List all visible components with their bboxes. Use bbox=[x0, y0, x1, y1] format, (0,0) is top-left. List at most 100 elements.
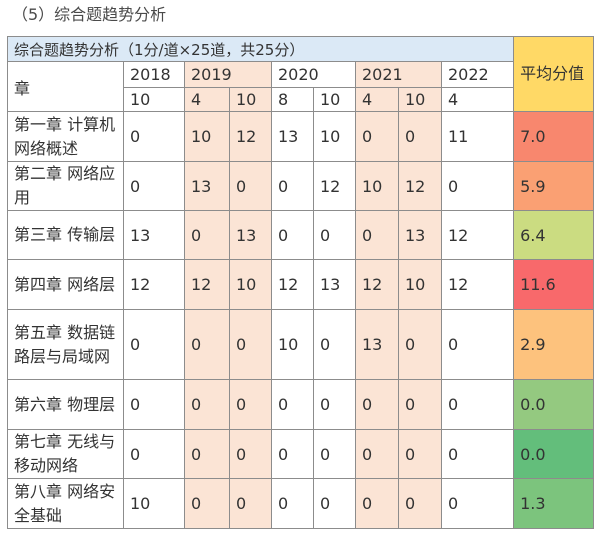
score-cell: 0 bbox=[229, 379, 272, 430]
score-cell: 0 bbox=[271, 379, 314, 430]
score-cell: 0 bbox=[271, 161, 314, 211]
month-header: 4 bbox=[440, 87, 515, 112]
score-cell: 0 bbox=[313, 210, 356, 260]
score-cell: 12 bbox=[440, 210, 515, 260]
score-cell: 12 bbox=[355, 259, 399, 310]
score-cell: 0 bbox=[398, 478, 442, 529]
score-cell: 0 bbox=[123, 379, 185, 430]
score-cell: 0 bbox=[313, 478, 356, 529]
score-cell: 0 bbox=[313, 429, 356, 479]
section-heading: （5）综合题趋势分析 bbox=[12, 5, 167, 24]
avg-score-cell: 1.3 bbox=[513, 478, 595, 529]
score-cell: 0 bbox=[398, 379, 442, 430]
score-cell: 0 bbox=[184, 478, 230, 529]
trend-table: 综合题趋势分析（1分/道×25道，共25分） 平均分值 章 2018 2019 20… bbox=[6, 36, 595, 529]
score-cell: 0 bbox=[271, 210, 314, 260]
table-row: 第三章 传输层 13 0 13 0 0 0 13 12 6.4 bbox=[7, 210, 595, 260]
score-cell: 10 bbox=[229, 259, 272, 310]
score-cell: 0 bbox=[271, 478, 314, 529]
year-header: 2022 bbox=[440, 61, 515, 88]
chapter-name: 第五章 数据链路层与局域网 bbox=[7, 309, 124, 380]
score-cell: 0 bbox=[440, 478, 515, 529]
chapter-name: 第一章 计算机网络概述 bbox=[7, 111, 124, 162]
score-cell: 0 bbox=[398, 429, 442, 479]
score-cell: 13 bbox=[313, 259, 356, 310]
year-header: 2020 bbox=[271, 61, 356, 88]
score-cell: 11 bbox=[440, 111, 515, 162]
score-cell: 0 bbox=[355, 478, 399, 529]
score-cell: 13 bbox=[229, 210, 272, 260]
table-row: 第七章 无线与移动网络 0 0 0 0 0 0 0 0 0.0 bbox=[7, 429, 595, 479]
score-cell: 12 bbox=[313, 161, 356, 211]
score-cell: 0 bbox=[440, 429, 515, 479]
table-row: 第四章 网络层 12 12 10 12 13 12 10 12 11.6 bbox=[7, 259, 595, 310]
score-cell: 0 bbox=[123, 161, 185, 211]
month-header: 4 bbox=[184, 87, 230, 112]
score-cell: 13 bbox=[355, 309, 399, 380]
score-cell: 10 bbox=[184, 111, 230, 162]
score-cell: 0 bbox=[355, 429, 399, 479]
chapter-name: 第六章 物理层 bbox=[7, 379, 124, 430]
month-header: 4 bbox=[355, 87, 399, 112]
table-row: 第二章 网络应用 0 13 0 0 12 10 12 0 5.9 bbox=[7, 161, 595, 211]
score-cell: 10 bbox=[313, 111, 356, 162]
score-cell: 0 bbox=[440, 161, 515, 211]
chapter-header: 章 bbox=[7, 61, 124, 112]
avg-score-cell: 11.6 bbox=[513, 259, 595, 310]
score-cell: 12 bbox=[271, 259, 314, 310]
chapter-name: 第四章 网络层 bbox=[7, 259, 124, 310]
score-cell: 10 bbox=[355, 161, 399, 211]
score-cell: 0 bbox=[184, 309, 230, 380]
score-cell: 0 bbox=[398, 309, 442, 380]
score-cell: 13 bbox=[184, 161, 230, 211]
score-cell: 0 bbox=[355, 210, 399, 260]
score-cell: 0 bbox=[398, 111, 442, 162]
score-cell: 12 bbox=[123, 259, 185, 310]
score-cell: 12 bbox=[184, 259, 230, 310]
chapter-name: 第三章 传输层 bbox=[7, 210, 124, 260]
score-cell: 0 bbox=[184, 210, 230, 260]
score-cell: 0 bbox=[440, 309, 515, 380]
score-cell: 0 bbox=[271, 429, 314, 479]
table-row: 第八章 网络安全基础 10 0 0 0 0 0 0 0 1.3 bbox=[7, 478, 595, 529]
month-header: 10 bbox=[398, 87, 442, 112]
score-cell: 13 bbox=[123, 210, 185, 260]
avg-score-cell: 6.4 bbox=[513, 210, 595, 260]
score-cell: 0 bbox=[229, 478, 272, 529]
score-cell: 13 bbox=[271, 111, 314, 162]
score-cell: 13 bbox=[398, 210, 442, 260]
score-cell: 0 bbox=[355, 379, 399, 430]
avg-score-cell: 0.0 bbox=[513, 379, 595, 430]
year-header: 2019 bbox=[184, 61, 272, 88]
score-cell: 0 bbox=[313, 309, 356, 380]
score-cell: 0 bbox=[229, 309, 272, 380]
avg-score-header: 平均分值 bbox=[513, 36, 595, 112]
score-cell: 0 bbox=[229, 161, 272, 211]
score-cell: 12 bbox=[229, 111, 272, 162]
score-cell: 0 bbox=[123, 429, 185, 479]
month-header: 10 bbox=[229, 87, 272, 112]
table-row: 第五章 数据链路层与局域网 0 0 0 10 0 13 0 0 2.9 bbox=[7, 309, 595, 380]
year-header: 2018 bbox=[123, 61, 185, 88]
chapter-name: 第二章 网络应用 bbox=[7, 161, 124, 211]
score-cell: 10 bbox=[271, 309, 314, 380]
avg-score-cell: 0.0 bbox=[513, 429, 595, 479]
score-cell: 10 bbox=[123, 478, 185, 529]
score-cell: 0 bbox=[355, 111, 399, 162]
year-header: 2021 bbox=[355, 61, 442, 88]
month-header: 10 bbox=[313, 87, 356, 112]
month-header: 10 bbox=[123, 87, 185, 112]
score-cell: 12 bbox=[440, 259, 515, 310]
score-cell: 0 bbox=[184, 429, 230, 479]
score-cell: 10 bbox=[398, 259, 442, 310]
chapter-name: 第八章 网络安全基础 bbox=[7, 478, 124, 529]
score-cell: 0 bbox=[229, 429, 272, 479]
score-cell: 0 bbox=[184, 379, 230, 430]
avg-score-cell: 2.9 bbox=[513, 309, 595, 380]
avg-score-cell: 5.9 bbox=[513, 161, 595, 211]
score-cell: 0 bbox=[123, 309, 185, 380]
avg-score-cell: 7.0 bbox=[513, 111, 595, 162]
score-cell: 0 bbox=[440, 379, 515, 430]
score-cell: 0 bbox=[123, 111, 185, 162]
table-row: 第六章 物理层 0 0 0 0 0 0 0 0 0.0 bbox=[7, 379, 595, 430]
